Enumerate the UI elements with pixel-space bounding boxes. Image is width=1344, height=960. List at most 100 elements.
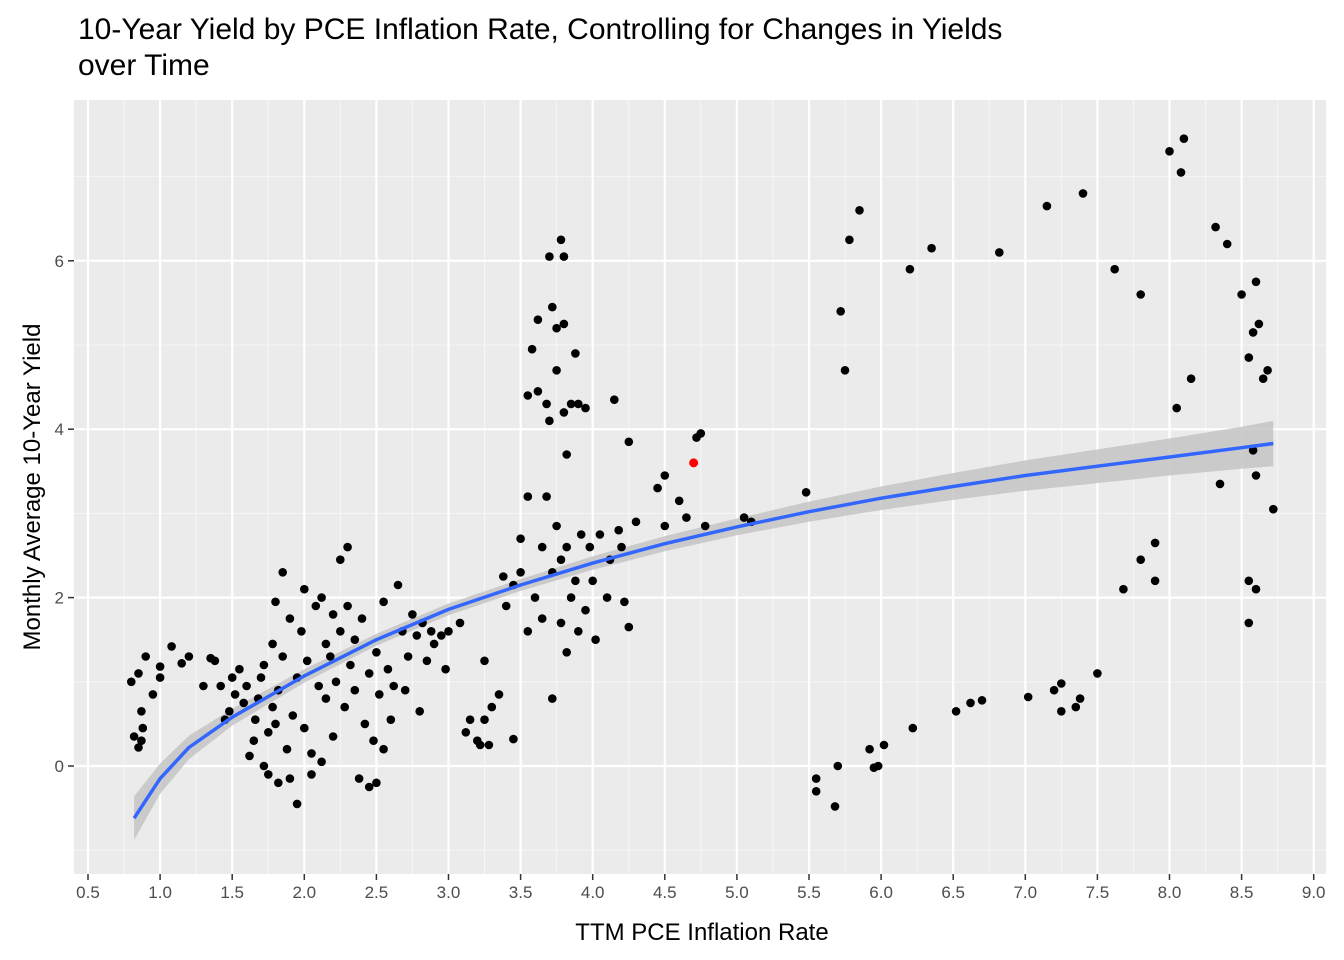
data-point: [865, 744, 874, 754]
data-point: [1251, 584, 1261, 594]
data-point: [230, 690, 240, 699]
data-point: [369, 736, 378, 745]
data-point: [811, 787, 821, 796]
data-point: [624, 437, 634, 447]
data-point: [523, 391, 533, 400]
data-point: [249, 736, 259, 745]
chart-title: 10-Year Yield by PCE Inflation Rate, Con…: [78, 12, 1258, 84]
data-point: [1042, 201, 1052, 211]
data-point: [350, 635, 360, 644]
data-point: [354, 774, 364, 783]
data-point: [127, 677, 136, 687]
data-point: [1222, 239, 1232, 249]
data-point: [631, 517, 641, 527]
data-point: [1251, 277, 1261, 287]
data-point: [509, 734, 518, 744]
data-point: [908, 723, 918, 733]
data-point: [465, 715, 475, 724]
chart-title-line-1: 10-Year Yield by PCE Inflation Rate, Con…: [78, 13, 1003, 46]
data-point: [461, 728, 471, 737]
confidence-ribbon-layer: [134, 420, 1274, 841]
data-point: [696, 429, 706, 438]
data-points-layer: [127, 134, 1278, 811]
data-point: [833, 761, 843, 771]
data-point: [300, 723, 309, 733]
data-point: [581, 605, 590, 615]
data-point: [1176, 168, 1186, 177]
data-point: [357, 614, 367, 623]
data-point: [400, 685, 410, 695]
x-tick-label: 7.0: [1013, 883, 1037, 902]
data-point: [415, 707, 425, 716]
x-tick-label: 6.5: [941, 883, 965, 902]
data-point: [129, 732, 139, 741]
data-point: [845, 235, 854, 245]
x-tick-label: 8.0: [1158, 883, 1182, 902]
data-point: [487, 702, 497, 712]
data-point: [1211, 222, 1220, 232]
data-point: [328, 610, 338, 619]
x-axis-title: TTM PCE Inflation Rate: [575, 919, 828, 946]
data-point: [137, 736, 146, 745]
data-point: [620, 597, 629, 607]
data-point: [379, 597, 388, 607]
x-tick-label: 0.5: [76, 883, 100, 902]
data-point: [556, 555, 566, 564]
data-point: [516, 568, 525, 577]
data-point: [311, 601, 321, 611]
data-point: [552, 323, 561, 333]
data-point: [617, 542, 626, 552]
data-point: [905, 264, 915, 274]
fit-line: [132, 441, 1274, 820]
data-point: [225, 707, 234, 716]
data-point: [307, 770, 316, 779]
data-point: [426, 627, 436, 636]
data-point: [383, 664, 393, 674]
data-point: [523, 492, 533, 501]
data-point: [372, 778, 381, 788]
data-point: [682, 513, 691, 522]
data-point: [302, 656, 312, 666]
data-point: [403, 652, 413, 661]
data-point: [408, 610, 417, 619]
data-point: [700, 521, 710, 531]
data-point: [559, 252, 569, 261]
data-point: [455, 618, 465, 628]
highlight-point: [689, 458, 699, 468]
data-point: [343, 601, 352, 611]
data-point: [556, 618, 566, 628]
data-point: [285, 614, 295, 623]
data-point: [542, 399, 551, 409]
data-point: [148, 690, 158, 699]
data-point: [364, 669, 374, 678]
data-point: [1057, 679, 1066, 688]
data-point: [571, 576, 580, 586]
data-point: [559, 319, 569, 329]
data-point: [595, 530, 605, 539]
data-point: [1136, 290, 1145, 299]
data-point: [552, 521, 561, 531]
data-point: [292, 799, 302, 809]
data-point: [251, 715, 260, 724]
data-point: [530, 593, 540, 602]
x-tick-label: 2.0: [292, 883, 316, 902]
data-point: [548, 694, 557, 703]
confidence-ribbon: [134, 420, 1274, 841]
data-point: [1237, 290, 1246, 299]
y-tick-label: 4: [55, 420, 64, 439]
data-point: [542, 492, 551, 501]
x-tick-label: 8.5: [1230, 883, 1254, 902]
data-point: [1165, 147, 1174, 156]
data-point: [1263, 366, 1272, 375]
data-point: [1254, 319, 1264, 329]
data-point: [444, 627, 453, 636]
data-point: [1186, 374, 1196, 384]
data-point: [830, 802, 840, 811]
data-point: [199, 681, 208, 691]
data-point: [614, 525, 623, 535]
data-point: [527, 344, 537, 354]
data-point: [134, 669, 143, 678]
data-point: [840, 366, 850, 375]
fit-line-layer: [132, 441, 1274, 820]
data-point: [1078, 189, 1088, 198]
